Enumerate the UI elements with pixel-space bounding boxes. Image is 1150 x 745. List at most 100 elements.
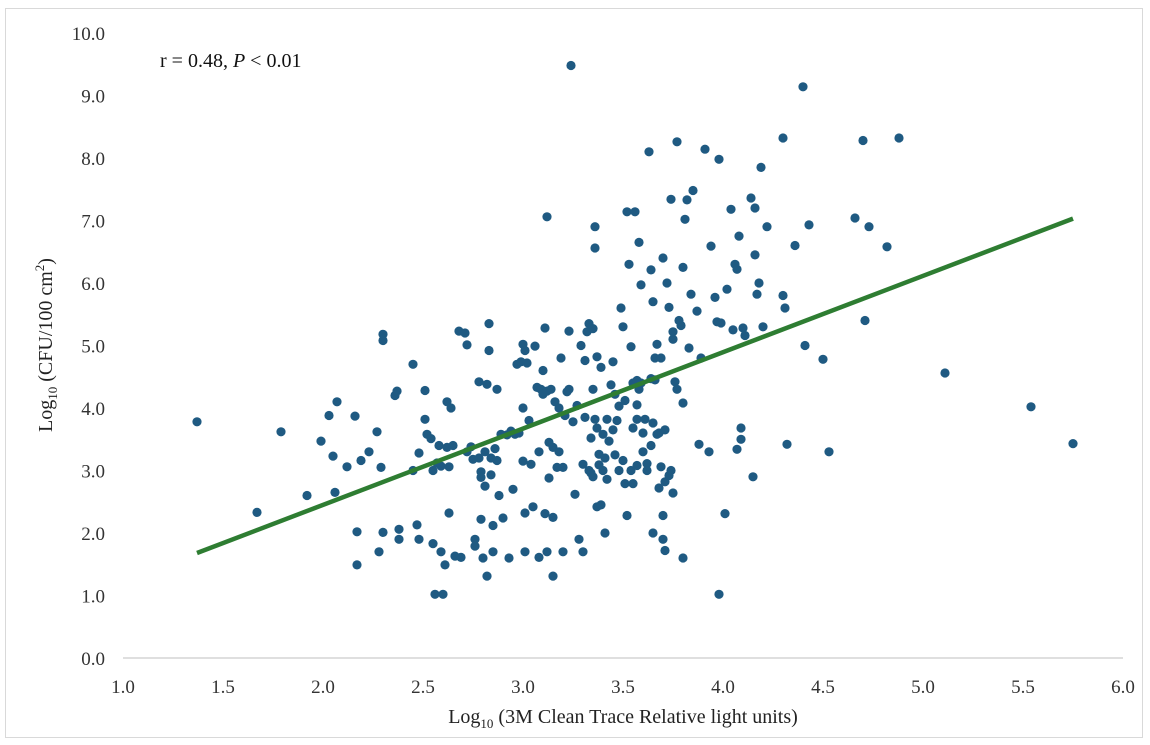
- data-point: [648, 297, 657, 306]
- y-axis: 0.0 1.0 2.0 3.0 4.0 5.0 6.0 7.0 8.0 9.0 10.0: [72, 24, 105, 670]
- data-point: [750, 250, 759, 259]
- data-point: [378, 336, 387, 345]
- data-point: [728, 325, 737, 334]
- x-tick-label: 4.5: [811, 677, 835, 698]
- data-point: [372, 427, 381, 436]
- data-point: [860, 316, 869, 325]
- x-axis: 1.0 1.5 2.0 2.5 3.0 3.5 4.0 4.5 5.0 5.5 6.0: [111, 658, 1135, 698]
- data-point: [630, 207, 639, 216]
- data-point: [618, 456, 627, 465]
- data-point: [658, 511, 667, 520]
- data-point: [758, 322, 767, 331]
- data-point: [752, 290, 761, 299]
- data-point: [420, 386, 429, 395]
- data-point: [660, 425, 669, 434]
- data-point: [486, 470, 495, 479]
- data-point: [580, 413, 589, 422]
- data-point: [626, 342, 635, 351]
- data-point: [608, 357, 617, 366]
- x-tick-label: 3.5: [611, 677, 635, 698]
- data-point: [574, 535, 583, 544]
- data-point: [678, 553, 687, 562]
- data-point: [588, 472, 597, 481]
- data-point: [480, 482, 489, 491]
- data-point: [276, 427, 285, 436]
- data-point: [530, 342, 539, 351]
- data-point: [342, 462, 351, 471]
- data-point: [672, 137, 681, 146]
- data-point: [548, 572, 557, 581]
- data-point: [376, 463, 385, 472]
- data-point: [608, 425, 617, 434]
- data-point: [616, 303, 625, 312]
- data-point: [642, 466, 651, 475]
- data-point: [540, 323, 549, 332]
- data-point: [588, 385, 597, 394]
- data-point: [590, 222, 599, 231]
- data-point: [706, 242, 715, 251]
- data-point: [546, 385, 555, 394]
- data-point: [606, 380, 615, 389]
- data-point: [364, 447, 373, 456]
- data-point: [430, 590, 439, 599]
- data-point: [1068, 439, 1077, 448]
- data-point: [576, 341, 585, 350]
- data-point: [520, 508, 529, 517]
- data-point: [894, 133, 903, 142]
- data-point: [580, 356, 589, 365]
- data-point: [414, 535, 423, 544]
- data-point: [736, 423, 745, 432]
- data-point: [252, 508, 261, 517]
- data-point: [666, 466, 675, 475]
- data-point: [656, 353, 665, 362]
- data-point: [692, 307, 701, 316]
- data-point: [600, 528, 609, 537]
- data-point: [638, 428, 647, 437]
- x-tick-label: 2.0: [311, 677, 335, 698]
- data-point: [492, 456, 501, 465]
- data-point: [544, 473, 553, 482]
- data-point: [640, 415, 649, 424]
- y-tick-label: 1.0: [81, 587, 105, 608]
- data-point: [446, 403, 455, 412]
- data-point: [800, 341, 809, 350]
- data-point: [578, 547, 587, 556]
- y-tick-label: 3.0: [81, 462, 105, 483]
- data-point: [620, 479, 629, 488]
- y-tick-label: 2.0: [81, 524, 105, 545]
- data-point: [412, 520, 421, 529]
- data-point: [596, 363, 605, 372]
- y-tick-label: 7.0: [81, 212, 105, 233]
- data-point: [504, 553, 513, 562]
- y-tick-label: 4.0: [81, 399, 105, 420]
- data-point: [652, 340, 661, 349]
- x-tick-label: 1.5: [211, 677, 235, 698]
- data-point: [732, 265, 741, 274]
- data-point: [940, 368, 949, 377]
- data-point: [756, 163, 765, 172]
- data-point: [526, 460, 535, 469]
- data-point: [332, 397, 341, 406]
- data-point: [374, 547, 383, 556]
- y-tick-label: 0.0: [81, 649, 105, 670]
- data-point: [686, 290, 695, 299]
- y-tick-label: 6.0: [81, 274, 105, 295]
- data-point: [394, 525, 403, 534]
- data-point: [476, 515, 485, 524]
- data-point: [534, 447, 543, 456]
- data-point: [426, 434, 435, 443]
- data-point: [748, 472, 757, 481]
- data-point: [588, 324, 597, 333]
- data-point: [394, 535, 403, 544]
- data-point: [632, 415, 641, 424]
- data-point: [558, 547, 567, 556]
- y-axis-title: Log10 (CFU/100 cm2): [32, 258, 60, 432]
- trendline: [197, 219, 1073, 553]
- data-point: [456, 553, 465, 562]
- data-point: [754, 278, 763, 287]
- data-point: [714, 155, 723, 164]
- data-point: [518, 403, 527, 412]
- data-point: [634, 238, 643, 247]
- data-point: [658, 535, 667, 544]
- data-point: [596, 500, 605, 509]
